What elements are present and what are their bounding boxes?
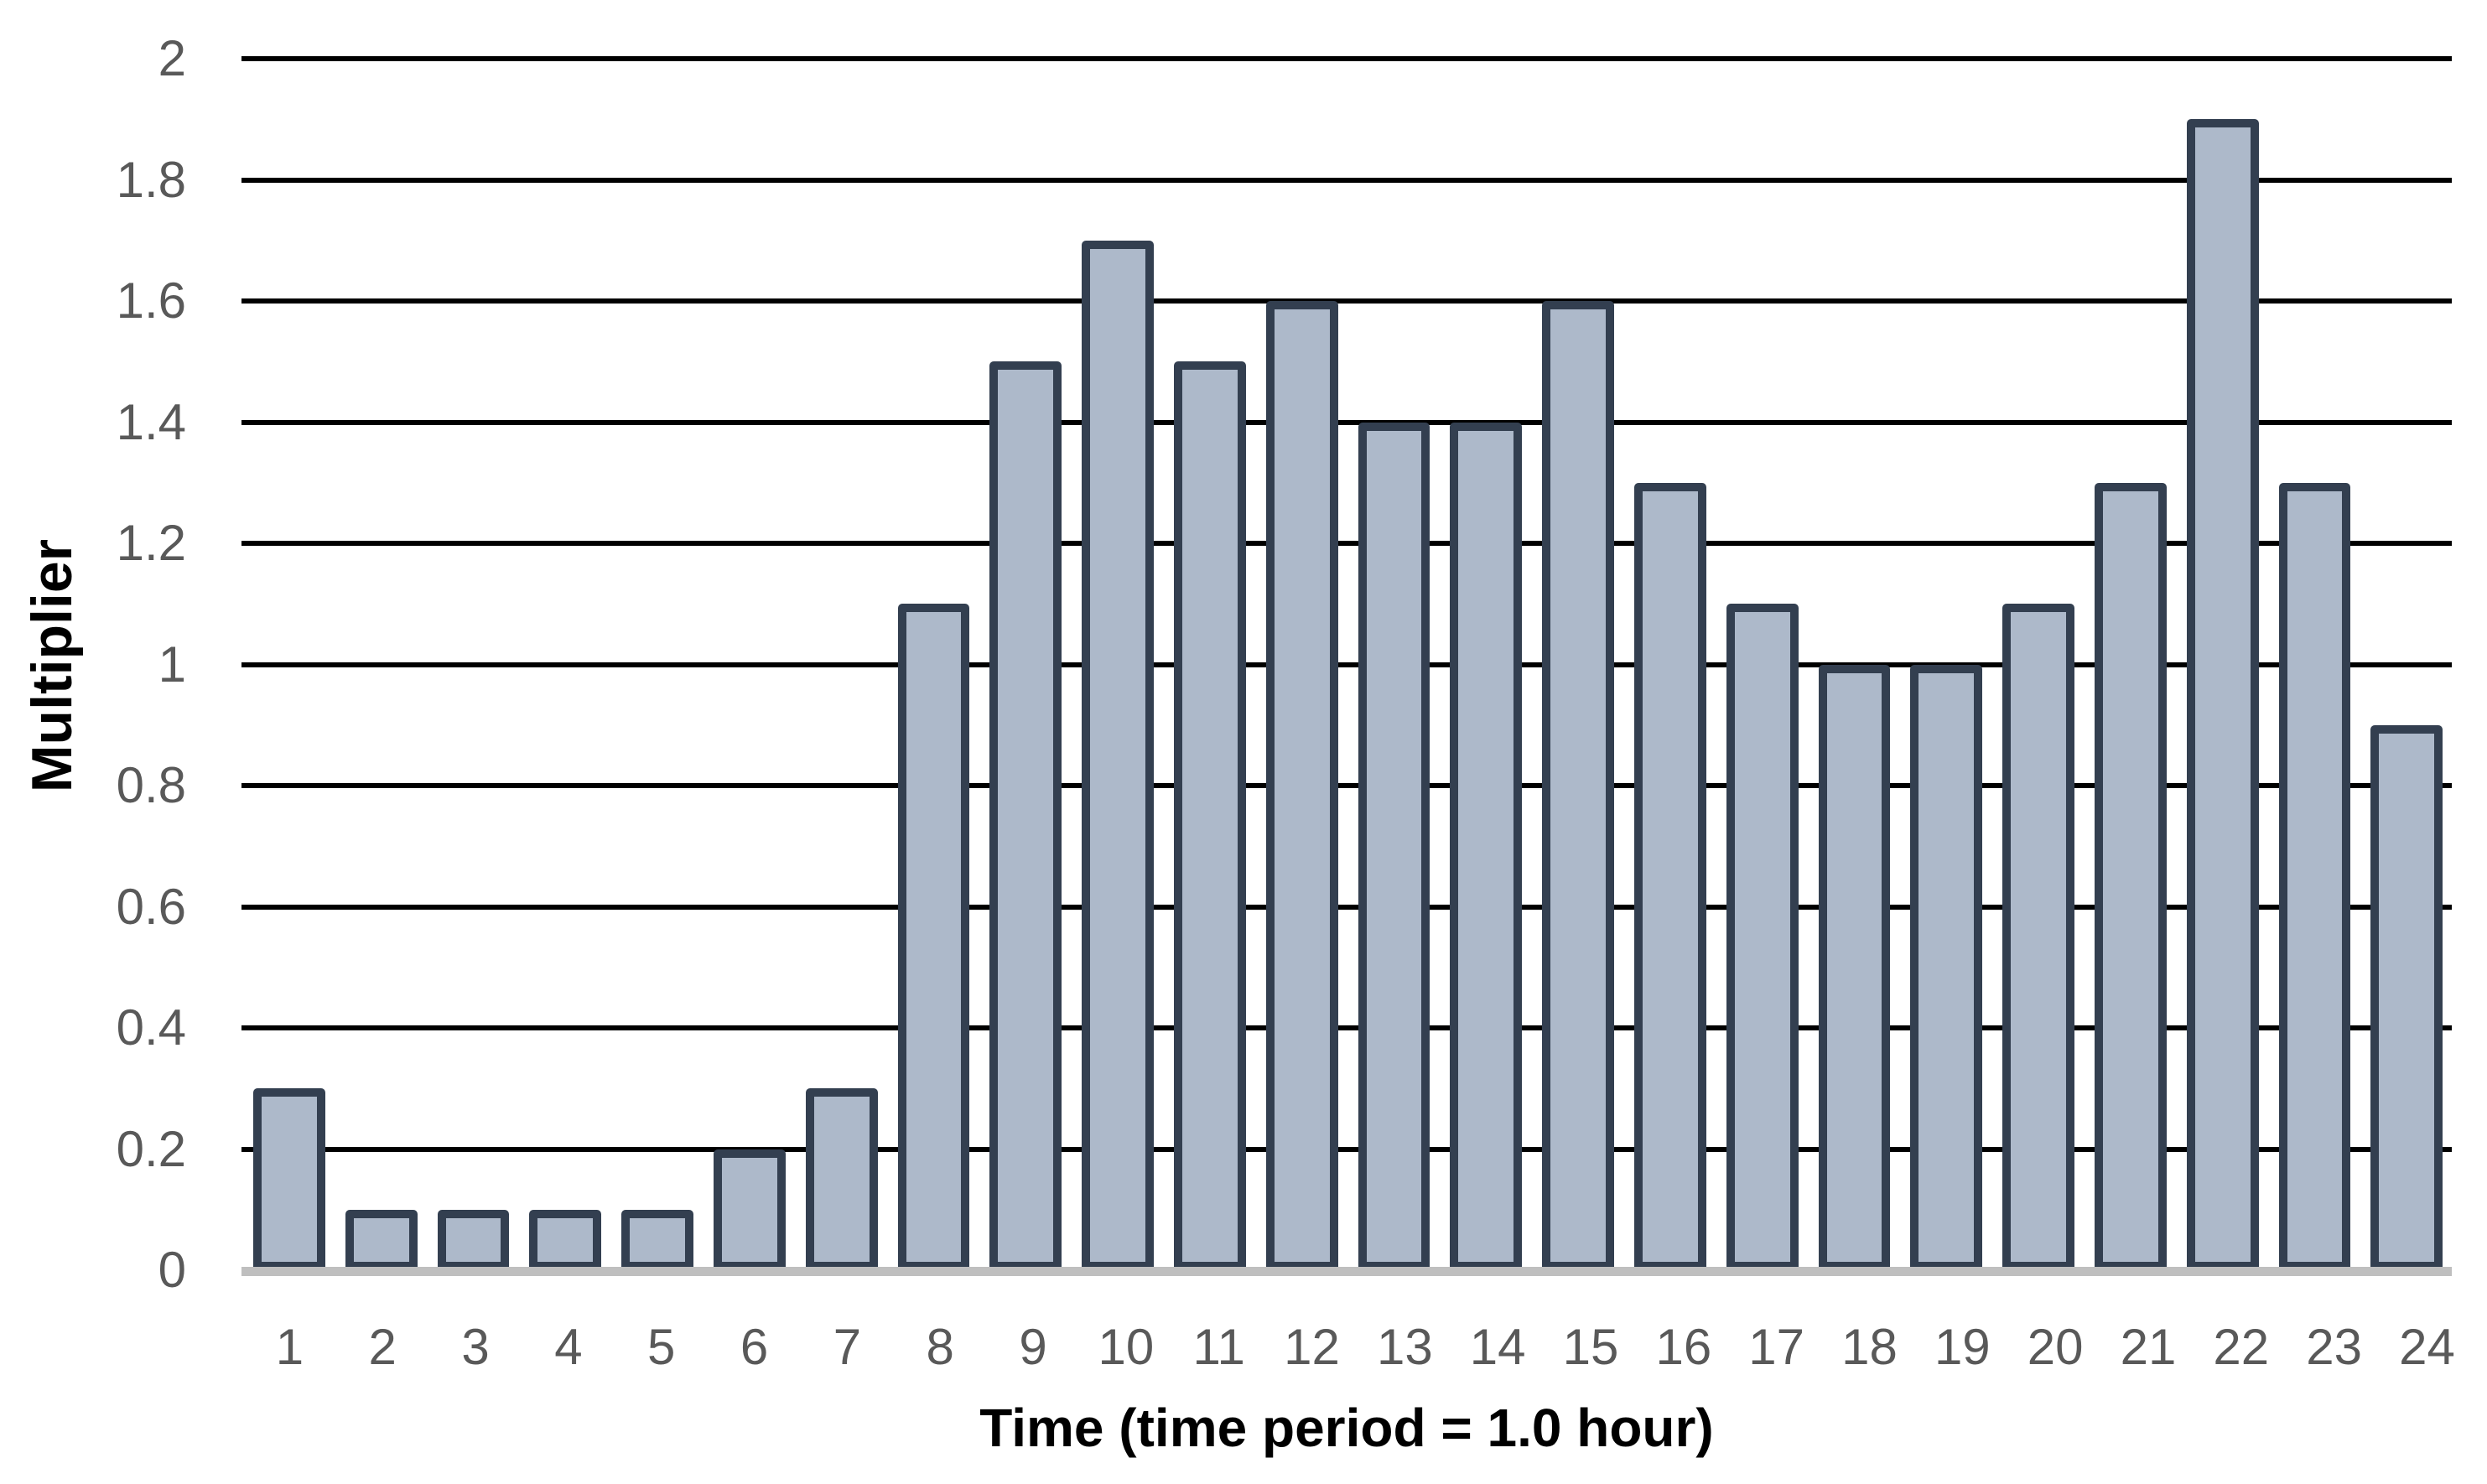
x-tick-label: 6 <box>740 1319 769 1375</box>
x-tick-label: 12 <box>1284 1319 1340 1375</box>
x-tick-label: 19 <box>1934 1319 1991 1375</box>
bar-hour-5 <box>621 1209 693 1270</box>
bar-hour-2 <box>345 1209 418 1270</box>
y-tick-label: 1.4 <box>116 393 186 450</box>
x-tick-label: 11 <box>1192 1319 1245 1375</box>
bar-hour-14 <box>1450 422 1523 1270</box>
x-axis-title: Time (time period = 1.0 hour) <box>979 1398 1714 1458</box>
bar-hour-24 <box>2370 724 2443 1270</box>
x-tick-label: 10 <box>1098 1319 1155 1375</box>
gridline-2 <box>241 56 2452 61</box>
x-tick-label: 2 <box>368 1319 397 1375</box>
gridline-0.6 <box>241 904 2452 910</box>
bar-hour-11 <box>1173 361 1246 1270</box>
x-tick-label: 17 <box>1748 1319 1805 1375</box>
bar-hour-13 <box>1358 422 1430 1270</box>
y-tick-label: 1.8 <box>116 151 186 208</box>
gridline-1.2 <box>241 541 2452 546</box>
bar-hour-10 <box>1082 240 1154 1270</box>
x-tick-label: 13 <box>1376 1319 1433 1375</box>
y-tick-label: 1.2 <box>116 515 186 571</box>
bar-hour-17 <box>1726 604 1799 1270</box>
gridline-1.6 <box>241 298 2452 304</box>
bar-hour-12 <box>1265 301 1338 1270</box>
x-tick-label: 8 <box>926 1319 954 1375</box>
y-tick-label: 0.4 <box>116 999 186 1056</box>
x-tick-label: 20 <box>2027 1319 2084 1375</box>
x-tick-label: 1 <box>275 1319 304 1375</box>
x-tick-label: 23 <box>2306 1319 2362 1375</box>
bar-hour-23 <box>2278 482 2351 1270</box>
x-tick-label: 18 <box>1841 1319 1898 1375</box>
y-tick-label: 0.8 <box>116 757 186 813</box>
bar-hour-20 <box>2002 604 2074 1270</box>
x-tick-label: 15 <box>1562 1319 1619 1375</box>
bar-hour-8 <box>897 604 970 1270</box>
bar-hour-9 <box>989 361 1062 1270</box>
bar-hour-19 <box>1910 664 1983 1270</box>
bars-container <box>241 59 2452 1270</box>
gridline-0.2 <box>241 1146 2452 1152</box>
bar-hour-1 <box>253 1088 325 1270</box>
x-tick-label: 5 <box>647 1319 676 1375</box>
bar-hour-21 <box>2094 482 2167 1270</box>
y-tick-label: 1.6 <box>116 272 186 329</box>
bar-hour-7 <box>805 1088 878 1270</box>
x-axis-line <box>241 1267 2452 1276</box>
gridline-1.4 <box>241 419 2452 425</box>
x-tick-label: 16 <box>1655 1319 1712 1375</box>
x-tick-label: 9 <box>1019 1319 1047 1375</box>
x-tick-label: 22 <box>2213 1319 2270 1375</box>
x-tick-label: 3 <box>461 1319 490 1375</box>
plot-area <box>241 56 2452 1276</box>
gridline-1 <box>241 662 2452 667</box>
bar-hour-16 <box>1633 482 1706 1270</box>
bar-hour-4 <box>529 1209 602 1270</box>
x-tick-label: 7 <box>833 1319 862 1375</box>
y-tick-label: 1 <box>158 636 186 693</box>
bar-hour-22 <box>2186 119 2259 1270</box>
bar-hour-15 <box>1542 301 1614 1270</box>
bar-hour-18 <box>1818 664 1891 1270</box>
x-tick-label: 14 <box>1469 1319 1526 1375</box>
y-tick-label: 0 <box>158 1242 186 1298</box>
y-tick-label: 0.6 <box>116 878 186 935</box>
gridline-0.4 <box>241 1025 2452 1030</box>
x-tick-label: 4 <box>554 1319 583 1375</box>
y-tick-label: 0.2 <box>116 1120 186 1177</box>
bar-hour-3 <box>437 1209 510 1270</box>
bar-hour-6 <box>713 1149 786 1270</box>
x-axis-tick-labels: 1 2 3 4 5 6 7 8 9 10 11 12 13 14 15 16 17 18 19 20 21 22 23 24 <box>241 1318 2473 1376</box>
y-tick-label: 2 <box>158 30 186 86</box>
gridline-1.8 <box>241 177 2452 183</box>
gridline-0.8 <box>241 783 2452 788</box>
y-axis-tick-labels: 2 1.8 1.6 1.4 1.2 1 0.8 0.6 0.4 0.2 0 <box>0 30 186 1298</box>
x-tick-label: 21 <box>2120 1319 2177 1375</box>
x-tick-label: 24 <box>2399 1319 2455 1375</box>
